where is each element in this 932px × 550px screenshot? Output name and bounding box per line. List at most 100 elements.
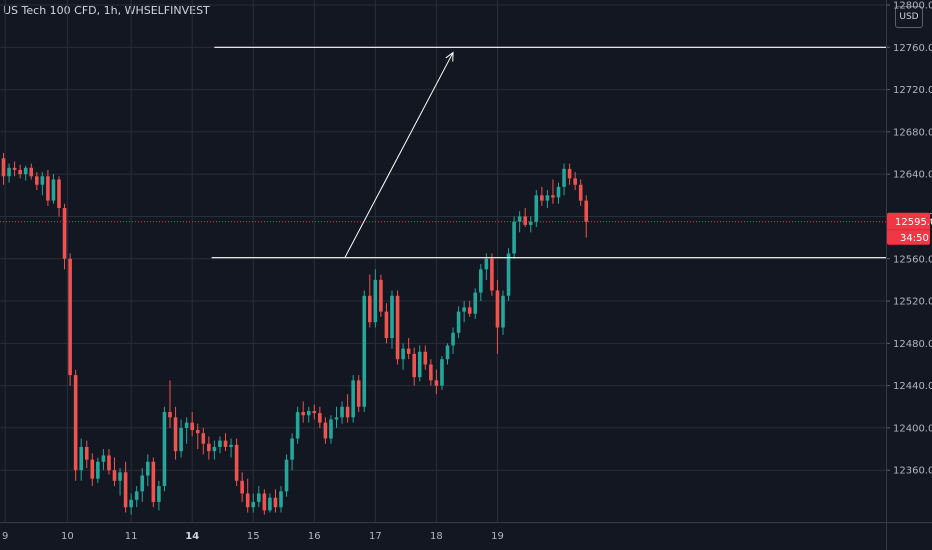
candle bbox=[12, 161, 17, 177]
candle-body bbox=[190, 422, 194, 431]
y-tick-label: 12760.0 bbox=[893, 43, 932, 54]
candle-body bbox=[295, 412, 300, 439]
candle-body bbox=[456, 311, 461, 333]
candle-body bbox=[578, 184, 583, 201]
candle-body bbox=[312, 411, 317, 414]
candle bbox=[195, 423, 200, 450]
candle bbox=[151, 457, 156, 508]
candle-body bbox=[62, 208, 67, 259]
y-tick-label: 12680.0 bbox=[893, 127, 932, 138]
candle-body bbox=[107, 455, 111, 471]
candle-body bbox=[445, 345, 450, 360]
y-tick-label: 12520.0 bbox=[893, 297, 932, 308]
candle bbox=[240, 472, 244, 502]
candle-body bbox=[406, 348, 411, 354]
candle-body bbox=[212, 446, 217, 452]
candle-body bbox=[523, 216, 527, 225]
candle-body bbox=[556, 186, 561, 198]
candle bbox=[290, 433, 294, 471]
candle bbox=[306, 406, 311, 423]
candle bbox=[284, 454, 289, 497]
candle bbox=[134, 486, 139, 508]
candle-body bbox=[29, 167, 34, 177]
candle bbox=[35, 172, 39, 191]
candle-body bbox=[417, 351, 422, 378]
candle bbox=[118, 468, 122, 496]
x-tick-label: 9 bbox=[2, 531, 8, 542]
candle bbox=[1, 153, 6, 185]
candle-body bbox=[51, 179, 56, 201]
candle bbox=[201, 427, 206, 455]
candle-body bbox=[401, 348, 405, 360]
candle-body bbox=[323, 422, 328, 439]
candle bbox=[40, 172, 45, 196]
drawings[interactable] bbox=[0, 46, 886, 259]
x-tick-label: 18 bbox=[430, 531, 443, 542]
candle-body bbox=[379, 279, 383, 312]
candle-body bbox=[412, 353, 416, 378]
candle bbox=[501, 290, 505, 335]
candle-body bbox=[168, 412, 172, 418]
candle-body bbox=[262, 493, 267, 511]
candle bbox=[23, 165, 28, 181]
candle-body bbox=[46, 176, 50, 201]
candle-body bbox=[151, 461, 156, 502]
candle bbox=[401, 343, 405, 370]
candle bbox=[251, 493, 256, 513]
candle-body bbox=[123, 472, 128, 508]
candle bbox=[62, 203, 67, 270]
candle-body bbox=[329, 419, 333, 439]
candle bbox=[29, 163, 34, 180]
trend-arrow-head bbox=[445, 51, 454, 62]
y-tick-label: 12480.0 bbox=[893, 339, 932, 350]
candle-body bbox=[79, 446, 83, 471]
candle-body bbox=[334, 417, 339, 420]
currency-button[interactable]: USD bbox=[895, 6, 923, 28]
candle bbox=[218, 436, 222, 454]
candle bbox=[173, 406, 178, 460]
candle-body bbox=[429, 364, 433, 381]
candle bbox=[456, 306, 461, 339]
candle bbox=[323, 417, 328, 444]
candle bbox=[345, 394, 350, 423]
candle-body bbox=[551, 195, 555, 198]
candle-body bbox=[567, 168, 572, 179]
candle bbox=[356, 375, 361, 413]
candle bbox=[368, 274, 372, 328]
candle bbox=[312, 404, 317, 420]
candle bbox=[567, 163, 572, 185]
candle-body bbox=[35, 176, 39, 185]
candle bbox=[573, 172, 577, 191]
candle-body bbox=[373, 279, 378, 323]
candle bbox=[545, 190, 550, 208]
candle bbox=[540, 186, 544, 206]
candle bbox=[578, 179, 583, 206]
candle bbox=[423, 345, 428, 370]
trend-arrow-line bbox=[344, 52, 454, 258]
candle-body bbox=[184, 422, 189, 428]
candle bbox=[534, 190, 539, 228]
candle-body bbox=[512, 221, 516, 254]
x-tick-label: 19 bbox=[491, 531, 504, 542]
candle-body bbox=[306, 411, 311, 416]
candle-body bbox=[245, 493, 250, 508]
candle-body bbox=[534, 195, 539, 222]
candle-body bbox=[368, 295, 372, 323]
candle-body bbox=[540, 195, 544, 201]
candle-body bbox=[68, 258, 72, 376]
candle bbox=[129, 493, 133, 515]
candle bbox=[434, 369, 439, 395]
candle bbox=[262, 489, 267, 515]
candle bbox=[462, 301, 466, 323]
candle-body bbox=[234, 444, 239, 481]
candle-body bbox=[440, 359, 444, 386]
candle bbox=[451, 327, 455, 354]
candle-body bbox=[290, 438, 294, 460]
chart-title: US Tech 100 CFD, 1h, WHSELFINVEST bbox=[3, 4, 210, 17]
candle bbox=[301, 401, 305, 423]
candle bbox=[390, 290, 394, 349]
candle-body bbox=[279, 491, 283, 508]
candle bbox=[7, 163, 11, 183]
candle-body bbox=[345, 406, 350, 418]
